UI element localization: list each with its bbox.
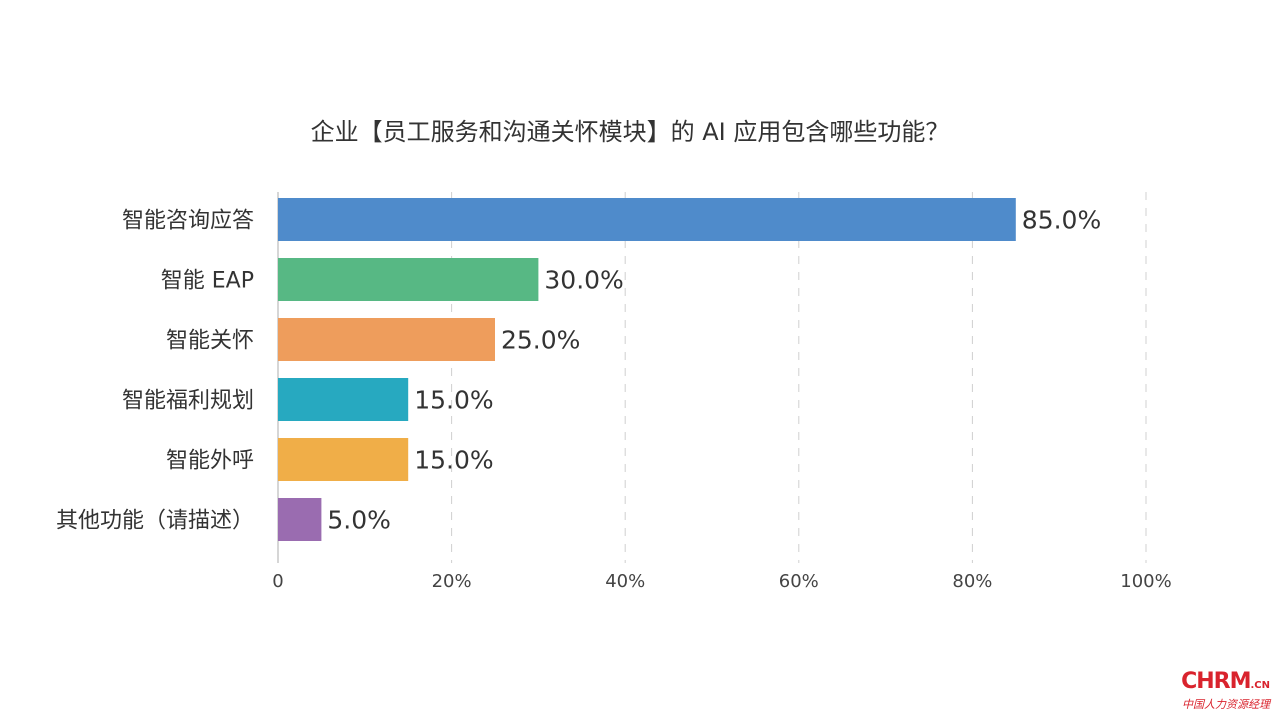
value-label: 15.0%	[414, 446, 493, 475]
x-tick-label: 20%	[432, 571, 472, 592]
bar	[278, 438, 409, 481]
logo-main-text: CHRM	[1181, 669, 1251, 694]
x-tick-label: 0	[272, 571, 283, 592]
bar	[278, 318, 495, 361]
value-label: 85.0%	[1022, 206, 1101, 235]
value-label: 15.0%	[414, 386, 493, 415]
value-label: 5.0%	[327, 506, 391, 535]
category-label: 智能外呼	[166, 449, 254, 474]
chart-title: 企业【员工服务和沟通关怀模块】的 AI 应用包含哪些功能？	[310, 118, 950, 146]
bar	[278, 498, 322, 541]
x-tick-label: 100%	[1120, 571, 1171, 592]
category-label: 其他功能（请描述）	[56, 509, 254, 534]
bar	[278, 198, 1016, 241]
logo-subtitle: 中国人力资源经理	[1182, 698, 1270, 711]
category-label: 智能 EAP	[161, 269, 254, 294]
tick-layer: 0 20% 40% 60% 80% 100%	[272, 571, 1171, 592]
x-tick-label: 80%	[952, 571, 992, 592]
category-label: 智能福利规划	[122, 389, 254, 414]
bar	[278, 258, 539, 301]
value-label: 30.0%	[544, 266, 623, 295]
category-label: 智能关怀	[166, 329, 254, 354]
bar	[278, 378, 409, 421]
x-tick-label: 60%	[779, 571, 819, 592]
label-layer: 智能咨询应答 85.0% 智能 EAP 30.0% 智能关怀 25.0% 智能福利规划 15.…	[56, 206, 1101, 535]
x-tick-label: 40%	[605, 571, 645, 592]
value-label: 25.0%	[501, 326, 580, 355]
category-label: 智能咨询应答	[122, 209, 254, 234]
bar-layer	[278, 198, 1016, 541]
logo-suffix: .CN	[1250, 680, 1270, 691]
chrm-logo: CHRM.CN 中国人力资源经理	[1170, 670, 1270, 712]
grid-layer	[277, 192, 1147, 563]
